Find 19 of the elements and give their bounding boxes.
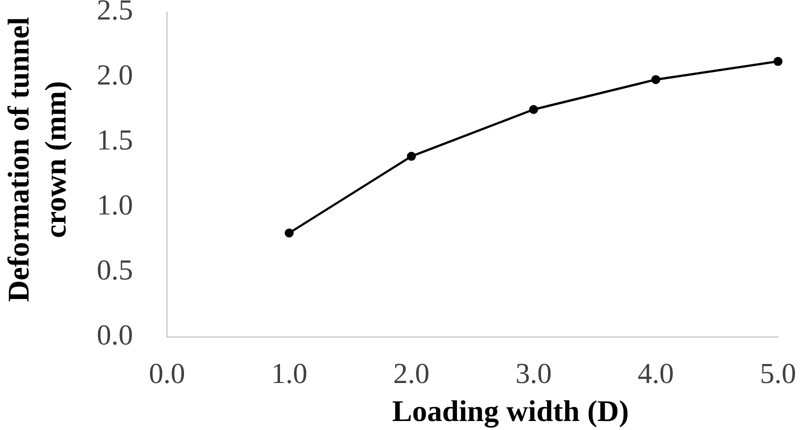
x-tick-label: 1.0	[271, 358, 308, 390]
y-tick-label: 2.0	[96, 60, 133, 92]
point	[651, 75, 660, 84]
y-tick-label: 0.5	[96, 254, 133, 287]
x-tick-label: 0.0	[148, 358, 186, 390]
y-tick-label: 2.5	[96, 0, 133, 27]
x-tick-label: 5.0	[760, 358, 796, 390]
x-tick-label: 2.0	[393, 358, 430, 390]
y-axis-title: Deformation of tunnel crown (mm)	[2, 17, 72, 302]
x-axis-title: Loading width (D)	[392, 394, 629, 428]
point	[406, 152, 416, 161]
y-tick-label: 1.5	[96, 124, 133, 157]
x-tick-label: 3.0	[515, 358, 552, 390]
point	[774, 56, 782, 66]
x-tick-label: 4.0	[638, 358, 674, 390]
point	[284, 228, 294, 238]
y-tick-label: 0.0	[96, 320, 133, 352]
y-tick-label: 1.0	[96, 190, 133, 222]
point	[529, 105, 538, 114]
